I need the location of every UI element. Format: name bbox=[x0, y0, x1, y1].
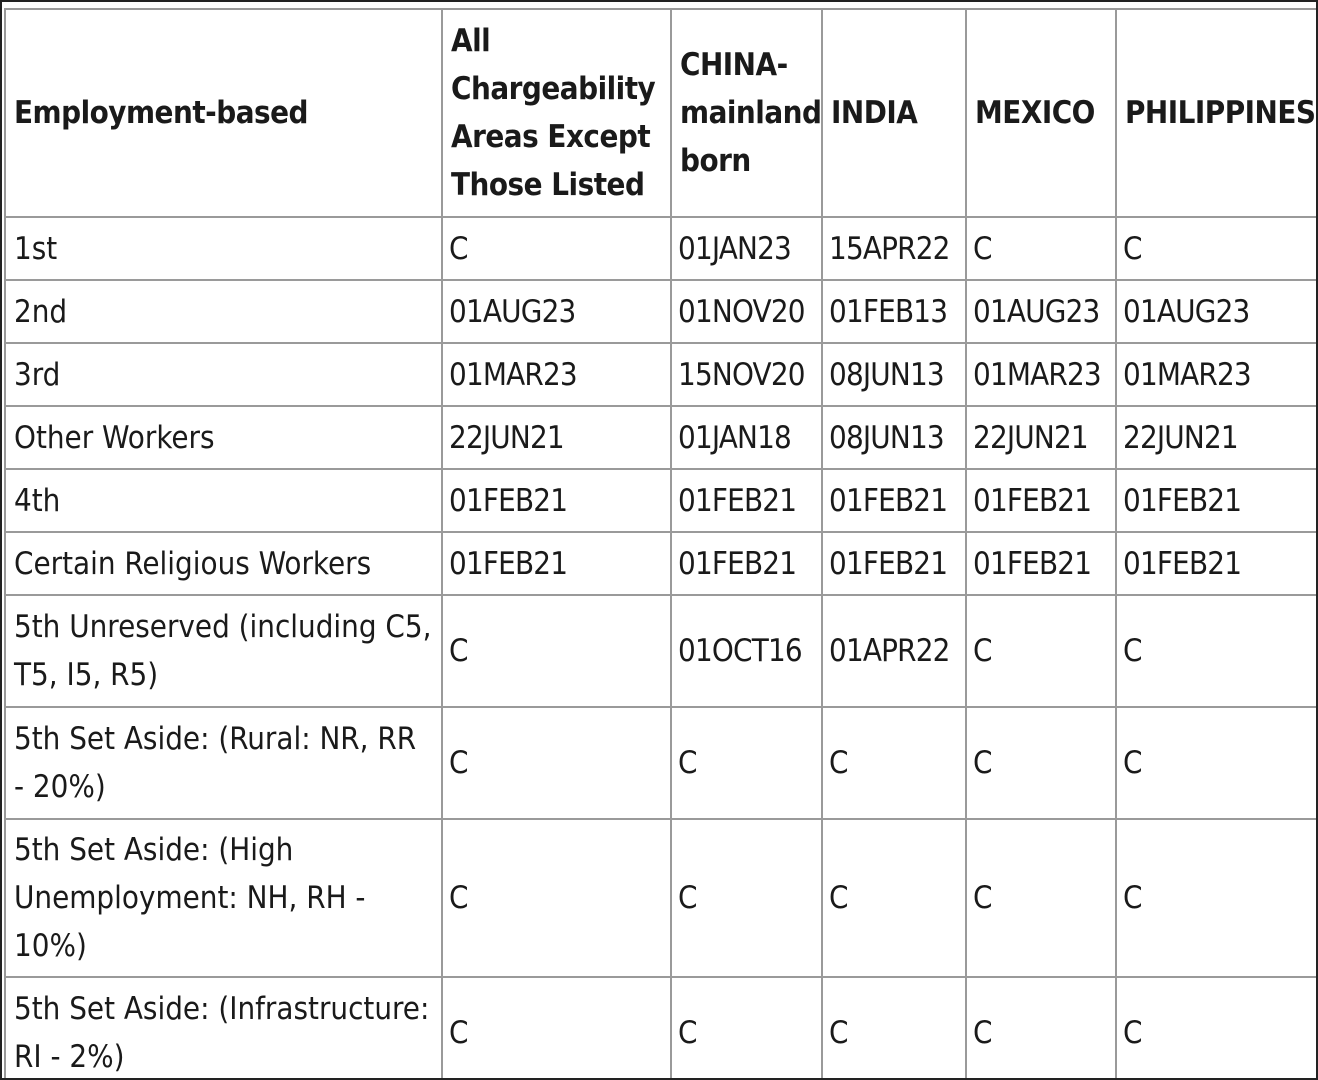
date-cell: C bbox=[441, 216, 672, 281]
category-cell: Other Workers bbox=[4, 405, 443, 470]
category-cell: 1st bbox=[4, 216, 443, 281]
date-cell: C bbox=[670, 976, 823, 1078]
header-china: CHINA-mainland born bbox=[670, 8, 823, 218]
date-cell: 22JUN21 bbox=[441, 405, 672, 470]
category-cell: 5th Set Aside: (Rural: NR, RR - 20%) bbox=[4, 706, 443, 820]
date-cell: 01OCT16 bbox=[670, 594, 823, 708]
date-cell: 22JUN21 bbox=[1115, 405, 1316, 470]
date-cell: 01AUG23 bbox=[1115, 279, 1316, 344]
table-row: 5th Set Aside: (Infrastructure: RI - 2%)… bbox=[4, 976, 1316, 1078]
date-cell: 01APR22 bbox=[821, 594, 967, 708]
date-cell: C bbox=[965, 976, 1117, 1078]
header-mexico: MEXICO bbox=[965, 8, 1117, 218]
date-cell: C bbox=[441, 594, 672, 708]
date-cell: 01FEB21 bbox=[670, 531, 823, 596]
date-cell: 01FEB21 bbox=[821, 531, 967, 596]
table-row: 4th 01FEB21 01FEB21 01FEB21 01FEB21 01FE… bbox=[4, 468, 1316, 533]
date-cell: 01FEB21 bbox=[965, 468, 1117, 533]
date-cell: C bbox=[1115, 706, 1316, 820]
date-cell: 01JAN18 bbox=[670, 405, 823, 470]
date-cell: C bbox=[441, 706, 672, 820]
table-row: Other Workers 22JUN21 01JAN18 08JUN13 22… bbox=[4, 405, 1316, 470]
date-cell: C bbox=[821, 706, 967, 820]
table-row: 5th Set Aside: (Rural: NR, RR - 20%) C C… bbox=[4, 706, 1316, 820]
date-cell: C bbox=[965, 594, 1117, 708]
date-cell: 01JAN23 bbox=[670, 216, 823, 281]
category-cell: 3rd bbox=[4, 342, 443, 407]
date-cell: C bbox=[1115, 216, 1316, 281]
date-cell: 08JUN13 bbox=[821, 405, 967, 470]
category-cell: 5th Unreserved (including C5, T5, I5, R5… bbox=[4, 594, 443, 708]
date-cell: 08JUN13 bbox=[821, 342, 967, 407]
category-cell: 5th Set Aside: (Infrastructure: RI - 2%) bbox=[4, 976, 443, 1078]
date-cell: 01MAR23 bbox=[441, 342, 672, 407]
date-cell: 01MAR23 bbox=[1115, 342, 1316, 407]
date-cell: 01FEB21 bbox=[821, 468, 967, 533]
date-cell: 01AUG23 bbox=[441, 279, 672, 344]
header-employment-based: Employment-based bbox=[4, 8, 443, 218]
date-cell: 01NOV20 bbox=[670, 279, 823, 344]
category-cell: Certain Religious Workers bbox=[4, 531, 443, 596]
header-philippines: PHILIPPINES bbox=[1115, 8, 1316, 218]
date-cell: C bbox=[1115, 594, 1316, 708]
table-row: 1st C 01JAN23 15APR22 C C bbox=[4, 216, 1316, 281]
date-cell: 01FEB21 bbox=[965, 531, 1117, 596]
category-cell: 5th Set Aside: (High Unemployment: NH, R… bbox=[4, 818, 443, 978]
date-cell: C bbox=[821, 976, 967, 1078]
date-cell: C bbox=[670, 818, 823, 978]
table-row: 5th Set Aside: (High Unemployment: NH, R… bbox=[4, 818, 1316, 978]
date-cell: C bbox=[965, 818, 1117, 978]
date-cell: 01FEB21 bbox=[441, 531, 672, 596]
table-row: 3rd 01MAR23 15NOV20 08JUN13 01MAR23 01MA… bbox=[4, 342, 1316, 407]
date-cell: C bbox=[441, 818, 672, 978]
date-cell: C bbox=[670, 706, 823, 820]
date-cell: 01FEB21 bbox=[1115, 531, 1316, 596]
date-cell: C bbox=[965, 216, 1117, 281]
date-cell: C bbox=[1115, 818, 1316, 978]
category-cell: 4th bbox=[4, 468, 443, 533]
date-cell: C bbox=[441, 976, 672, 1078]
date-cell: 01AUG23 bbox=[965, 279, 1117, 344]
date-cell: C bbox=[821, 818, 967, 978]
table-row: 2nd 01AUG23 01NOV20 01FEB13 01AUG23 01AU… bbox=[4, 279, 1316, 344]
header-india: INDIA bbox=[821, 8, 967, 218]
header-all-chargeability: All Chargeability Areas Except Those Lis… bbox=[441, 8, 672, 218]
header-row: Employment-based All Chargeability Areas… bbox=[4, 8, 1316, 218]
table-row: Certain Religious Workers 01FEB21 01FEB2… bbox=[4, 531, 1316, 596]
date-cell: 01FEB21 bbox=[1115, 468, 1316, 533]
date-cell: 15NOV20 bbox=[670, 342, 823, 407]
date-cell: 01FEB13 bbox=[821, 279, 967, 344]
visa-bulletin-table: Employment-based All Chargeability Areas… bbox=[4, 8, 1316, 1078]
date-cell: C bbox=[965, 706, 1117, 820]
table-row: 5th Unreserved (including C5, T5, I5, R5… bbox=[4, 594, 1316, 708]
category-cell: 2nd bbox=[4, 279, 443, 344]
date-cell: 15APR22 bbox=[821, 216, 967, 281]
date-cell: 01FEB21 bbox=[670, 468, 823, 533]
date-cell: 22JUN21 bbox=[965, 405, 1117, 470]
date-cell: 01FEB21 bbox=[441, 468, 672, 533]
date-cell: C bbox=[1115, 976, 1316, 1078]
date-cell: 01MAR23 bbox=[965, 342, 1117, 407]
